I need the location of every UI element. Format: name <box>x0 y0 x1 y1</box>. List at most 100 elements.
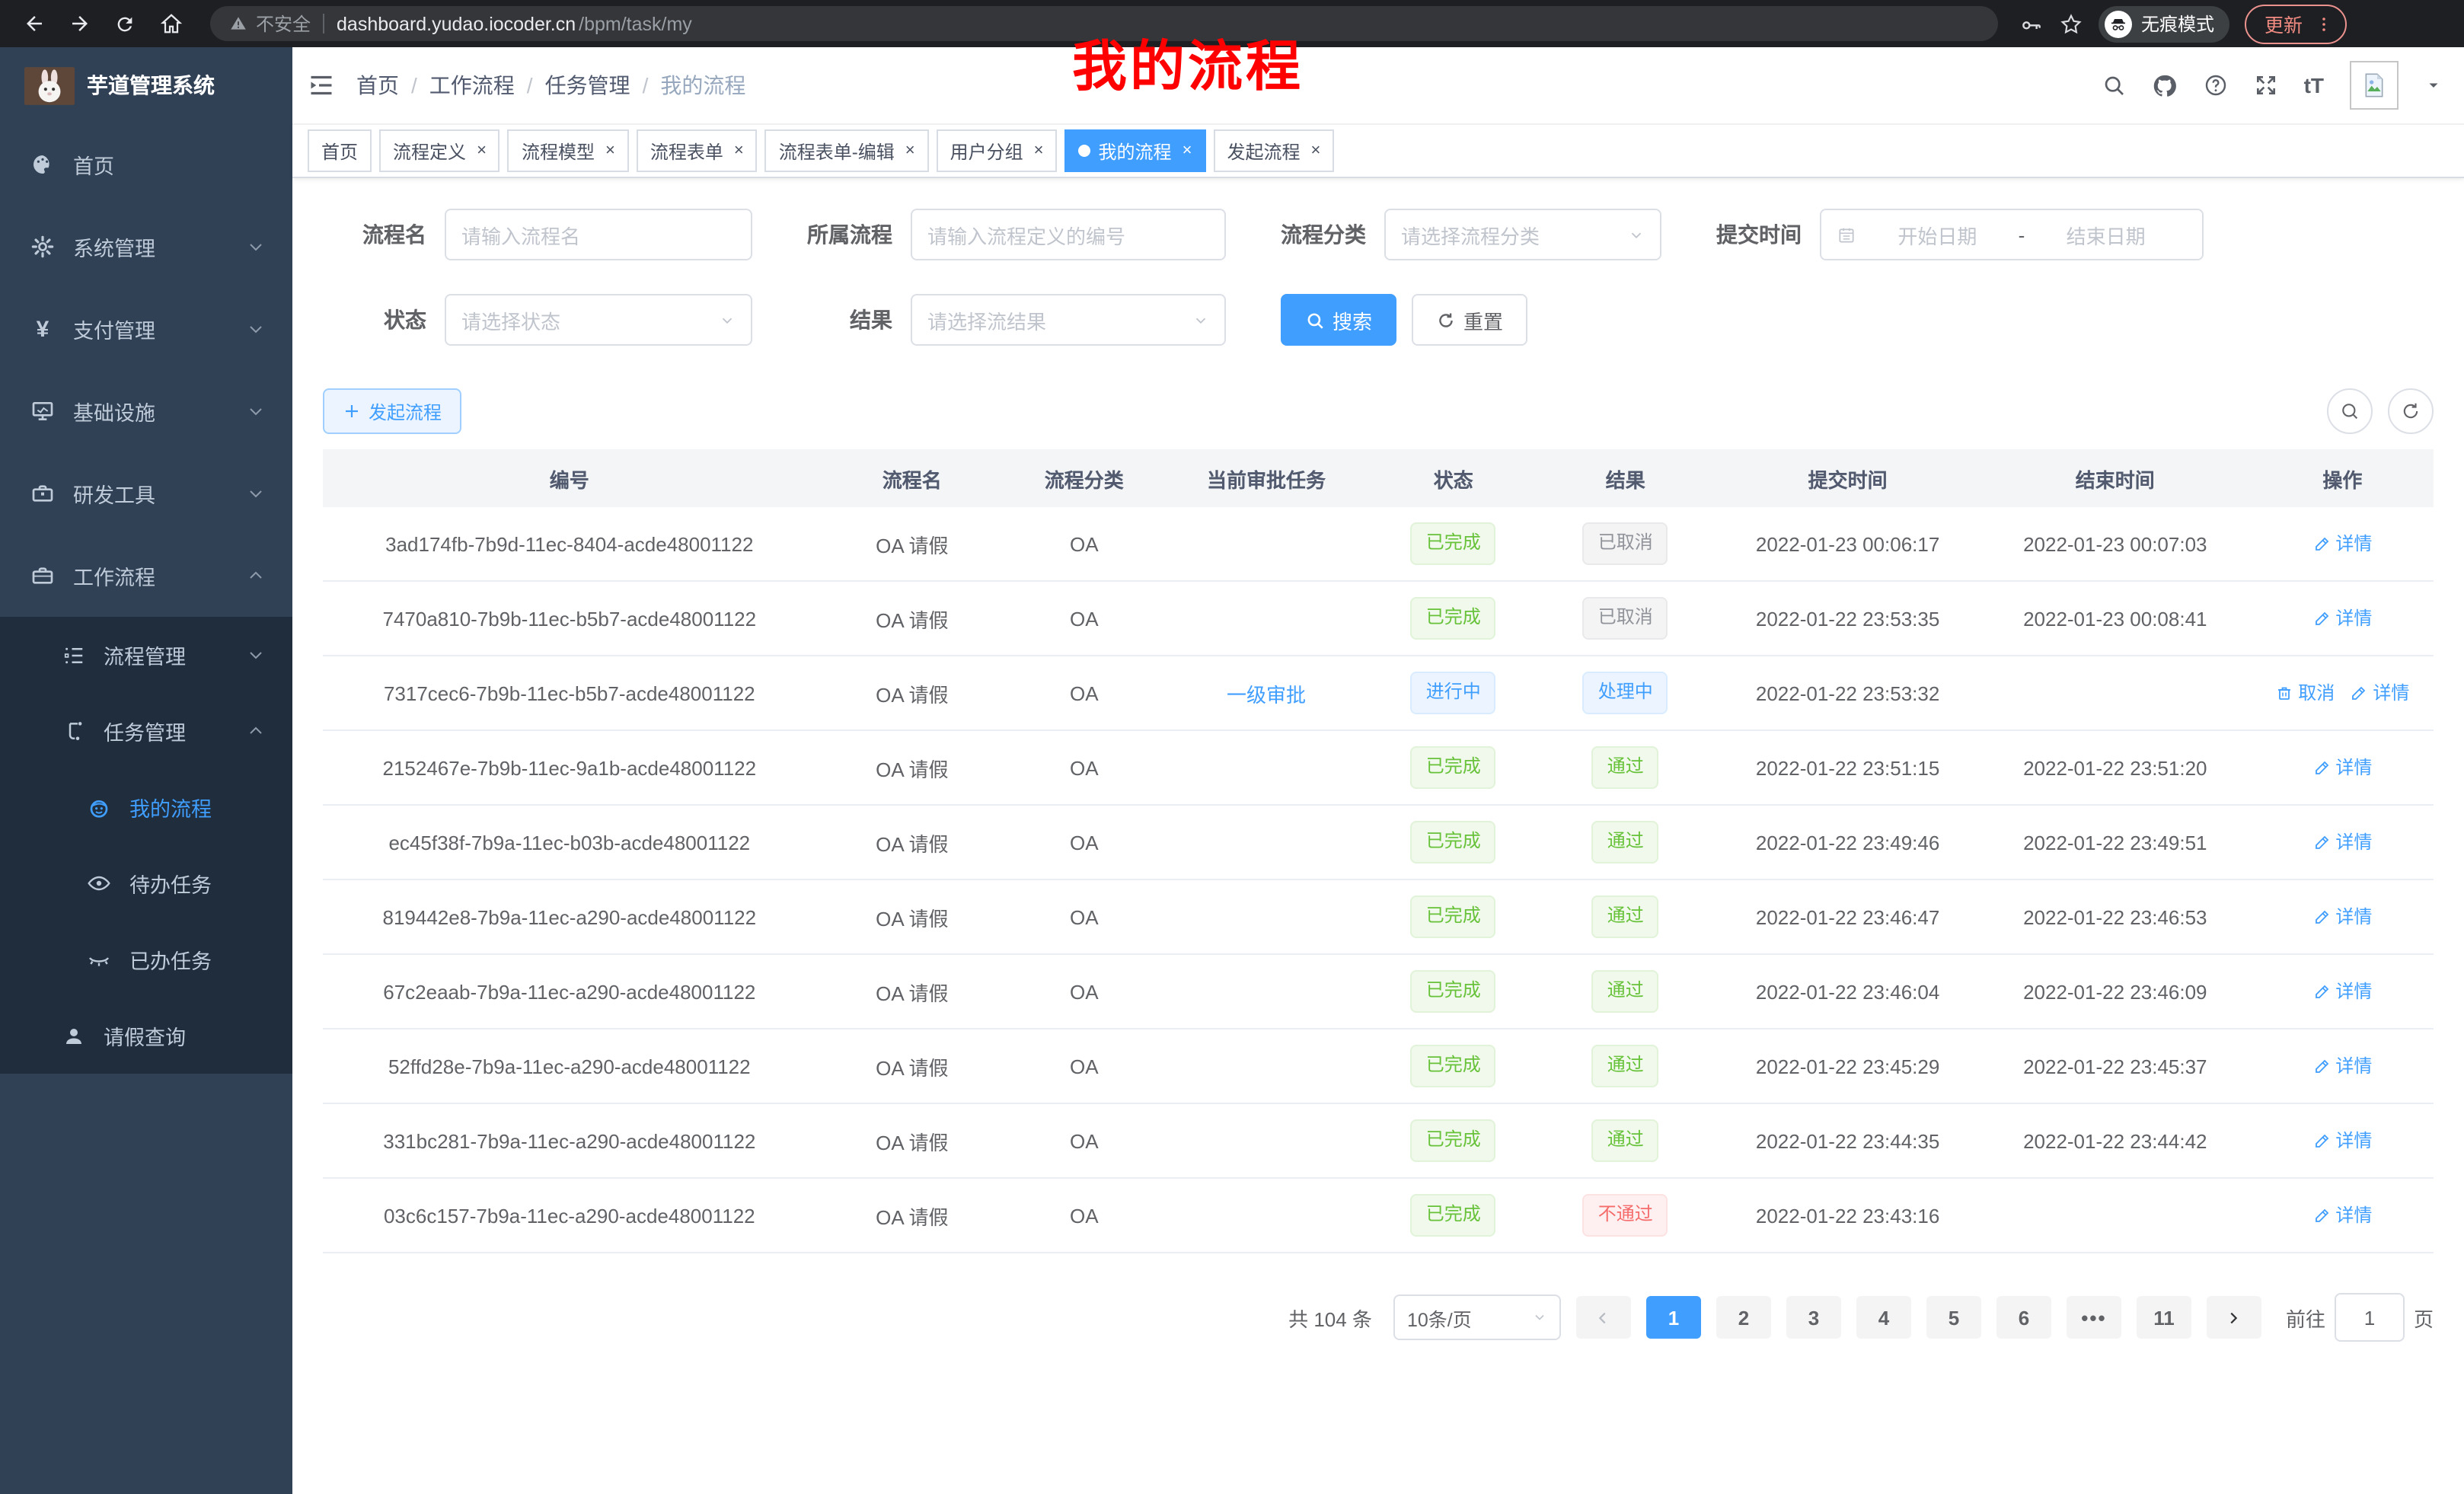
cancel-action-link[interactable]: 取消 <box>2275 680 2335 706</box>
more-pages-icon[interactable]: ••• <box>2066 1296 2121 1339</box>
toggle-search-button[interactable] <box>2327 388 2373 434</box>
detail-action-link[interactable]: 详情 <box>2312 904 2372 930</box>
page-button-1[interactable]: 1 <box>1645 1296 1701 1339</box>
close-icon[interactable]: × <box>733 142 744 160</box>
chevron-down-icon <box>1532 1310 1547 1325</box>
detail-action-link[interactable]: 详情 <box>2350 680 2409 706</box>
process-name-input[interactable]: 请输入流程名 <box>445 209 752 260</box>
close-icon[interactable]: × <box>1033 142 1044 160</box>
fullscreen-icon[interactable] <box>2254 73 2278 97</box>
detail-action-link[interactable]: 详情 <box>2312 829 2372 855</box>
sidebar-item-devtools[interactable]: 研发工具 <box>0 452 292 535</box>
process-definition-input[interactable]: 请输入流程定义的编号 <box>911 209 1226 260</box>
sidebar-item-workflow[interactable]: 工作流程 <box>0 535 292 617</box>
breadcrumb-separator: / <box>642 73 649 97</box>
tab-流程表单[interactable]: 流程表单 × <box>636 129 758 172</box>
sidebar-item-home[interactable]: 首页 <box>0 123 292 206</box>
page-size-select[interactable]: 10条/页 <box>1393 1294 1561 1340</box>
security-chip[interactable]: 不安全 <box>228 11 311 37</box>
category-select[interactable]: 请选择流程分类 <box>1384 209 1661 260</box>
eye-closed-icon <box>87 947 111 972</box>
close-icon[interactable]: × <box>605 142 615 160</box>
process-definition-label: 所属流程 <box>807 222 892 247</box>
detail-action-link[interactable]: 详情 <box>2312 1128 2372 1154</box>
close-icon[interactable]: × <box>1310 142 1321 160</box>
submit-time-range-picker[interactable]: 开始日期 - 结束日期 <box>1820 209 2204 260</box>
sidebar-item-task-mgmt[interactable]: 任务管理 <box>0 693 292 769</box>
caret-down-icon[interactable] <box>2424 76 2443 94</box>
page-button-4[interactable]: 4 <box>1856 1296 1911 1339</box>
sidebar-item-leave-query[interactable]: 请假查询 <box>0 998 292 1074</box>
font-size-icon[interactable]: tT <box>2303 73 2324 97</box>
sidebar-item-payment[interactable]: ¥ 支付管理 <box>0 288 292 370</box>
sidebar-item-system[interactable]: 系统管理 <box>0 206 292 288</box>
github-icon[interactable] <box>2152 72 2178 98</box>
prev-page-button[interactable] <box>1575 1296 1631 1339</box>
tab-流程定义[interactable]: 流程定义 × <box>379 129 500 172</box>
page-button-2[interactable]: 2 <box>1716 1296 1771 1339</box>
page-button-5[interactable]: 5 <box>1926 1296 1981 1339</box>
sidebar-item-label: 已办任务 <box>129 950 212 973</box>
start-process-button[interactable]: 发起流程 <box>323 388 462 434</box>
breadcrumb-task-mgmt[interactable]: 任务管理 <box>544 73 630 97</box>
search-icon[interactable] <box>2102 73 2126 97</box>
status-select[interactable]: 请选择状态 <box>445 294 752 346</box>
sidebar: 芋道管理系统 首页 系统管理 ¥ 支付管理 基础设施 研发工具 工作流程 流程管理 任务管理我… <box>0 47 292 1494</box>
close-icon[interactable]: × <box>905 142 915 160</box>
page-button-6[interactable]: 6 <box>1996 1296 2051 1339</box>
detail-action-link[interactable]: 详情 <box>2312 755 2372 781</box>
result-select[interactable]: 请选择流结果 <box>911 294 1226 346</box>
browser-home-icon[interactable] <box>152 5 189 42</box>
detail-action-link[interactable]: 详情 <box>2312 605 2372 631</box>
tab-发起流程[interactable]: 发起流程 × <box>1213 129 1335 172</box>
status-badge: 已完成 <box>1410 1194 1496 1237</box>
tab-首页[interactable]: 首页 <box>308 129 372 172</box>
avatar[interactable] <box>2350 61 2399 110</box>
sidebar-item-my-process[interactable]: 我的流程 <box>0 769 292 845</box>
detail-action-link[interactable]: 详情 <box>2312 1202 2372 1228</box>
browser-back-icon[interactable] <box>15 5 52 42</box>
browser-forward-icon[interactable] <box>61 5 97 42</box>
sidebar-item-infra[interactable]: 基础设施 <box>0 370 292 452</box>
update-button[interactable]: 更新 <box>2245 4 2348 43</box>
tab-label: 用户分组 <box>950 141 1023 162</box>
goto-page-input[interactable] <box>2334 1293 2405 1342</box>
breadcrumb-home[interactable]: 首页 <box>356 73 399 97</box>
close-icon[interactable]: × <box>477 142 487 160</box>
search-button[interactable]: 搜索 <box>1281 294 1397 346</box>
app-logo-row[interactable]: 芋道管理系统 <box>0 47 292 123</box>
filter-form: 流程名 请输入流程名 所属流程 请输入流程定义的编号 流程分类 请选择流程分类 … <box>292 178 2464 379</box>
sidebar-item-todo-tasks[interactable]: 待办任务 <box>0 845 292 921</box>
tab-用户分组[interactable]: 用户分组 × <box>936 129 1058 172</box>
sidebar-item-process-mgmt[interactable]: 流程管理 <box>0 617 292 693</box>
tab-流程表单-编辑[interactable]: 流程表单-编辑 × <box>764 129 929 172</box>
kebab-menu-icon[interactable] <box>2315 13 2333 34</box>
next-page-button[interactable] <box>2206 1296 2261 1339</box>
page-button-11[interactable]: 11 <box>2136 1296 2191 1339</box>
tab-我的流程[interactable]: 我的流程 × <box>1064 129 1206 172</box>
edit-icon <box>2312 1057 2331 1075</box>
collapse-sidebar-icon[interactable] <box>308 72 335 99</box>
tab-流程模型[interactable]: 流程模型 × <box>507 129 629 172</box>
sidebar-item-done-tasks[interactable]: 已办任务 <box>0 921 292 998</box>
user-icon <box>61 1024 85 1047</box>
help-icon[interactable] <box>2204 73 2228 97</box>
table-row: 2152467e-7b9b-11ec-9a1b-acde48001122 OA 请… <box>323 730 2434 806</box>
page-button-3[interactable]: 3 <box>1786 1296 1841 1339</box>
close-icon[interactable]: × <box>1182 142 1192 160</box>
detail-action-link[interactable]: 详情 <box>2312 978 2372 1004</box>
refresh-table-button[interactable] <box>2388 388 2434 434</box>
placeholder-text: 请选择流结果 <box>927 310 1047 333</box>
current-task-link[interactable]: 一级审批 <box>1226 683 1306 706</box>
address-bar[interactable]: 不安全 dashboard.yudao.iocoder.cn/bpm/task/… <box>210 6 1998 41</box>
key-icon[interactable] <box>2019 11 2044 36</box>
cell-category: OA <box>1007 1103 1160 1179</box>
detail-action-link[interactable]: 详情 <box>2312 531 2372 557</box>
reset-button[interactable]: 重置 <box>1412 294 1528 346</box>
action-label: 详情 <box>2373 682 2410 704</box>
bookmark-star-icon[interactable] <box>2059 11 2083 36</box>
browser-reload-icon[interactable] <box>107 5 143 42</box>
detail-action-link[interactable]: 详情 <box>2312 1053 2372 1079</box>
search-icon <box>1305 310 1325 330</box>
breadcrumb-workflow[interactable]: 工作流程 <box>429 73 515 97</box>
